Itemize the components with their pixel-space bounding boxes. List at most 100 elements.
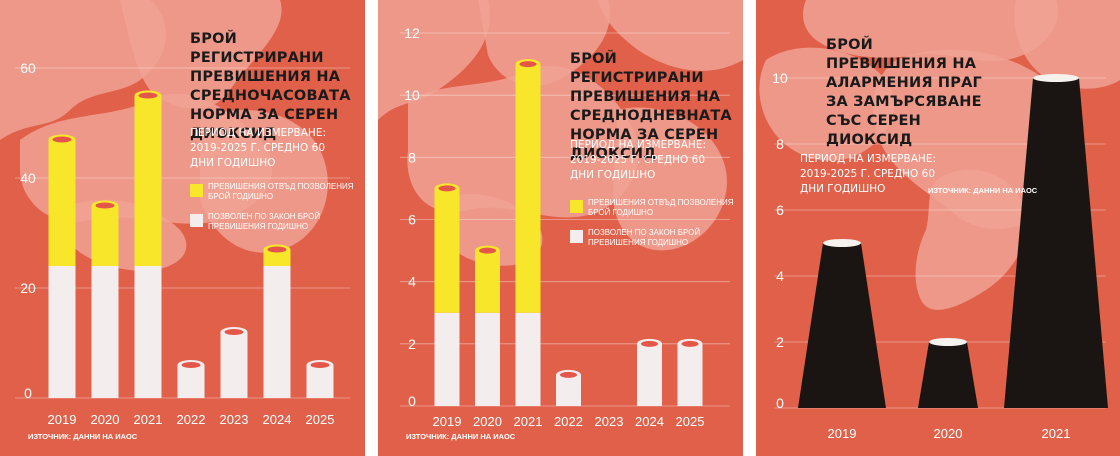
chart-svg-1: 0 20 40 60 2019 2020 2021 2022 2023 2024 2025 (0, 0, 365, 456)
bar-top-opening (267, 246, 287, 253)
chimney-bar (1004, 78, 1108, 408)
y-tick-label: 8 (776, 136, 784, 152)
bar-excess (48, 139, 76, 266)
source-note: ИЗТОЧНИК: ДАННИ НА ИАОС (406, 432, 516, 441)
bar-top-opening (438, 185, 456, 192)
smoke-cloud (0, 0, 167, 140)
bar-top-opening (479, 247, 496, 254)
smoke-cloud (598, 0, 743, 71)
chimney-top-rim (1033, 74, 1079, 82)
x-tick-label: 2020 (473, 414, 502, 429)
bar-allowed (434, 312, 460, 406)
legend-swatch-white (190, 214, 203, 227)
bar-allowed (677, 343, 703, 406)
bar-excess (475, 250, 500, 313)
y-tick-label: 12 (404, 25, 420, 41)
legend-swatch-white (570, 230, 583, 243)
smoke-cloud (200, 110, 328, 253)
chart-title: БРОЙ ПРЕВИШЕНИЯ НА АЛАРМЕНИЯ ПРАГ ЗА ЗАМ… (826, 37, 982, 148)
bar-allowed (91, 266, 119, 398)
y-tick-label: 4 (408, 274, 416, 290)
chart-panel-2: 0 2 4 6 8 10 12 2019 2020 2021 2022 2023 2024 2025 БР… (378, 0, 743, 456)
legend-swatch-yellow (190, 184, 203, 197)
bar-allowed (48, 266, 76, 398)
y-tick-label: 6 (776, 202, 784, 218)
y-tick-label: 10 (772, 70, 788, 86)
measurement-period: ПЕРИОД НА ИЗМЕРВАНЕ: 2019-2025 Г. СРЕДНО… (190, 127, 327, 169)
bar-top-opening (641, 340, 658, 347)
y-tick-label: 40 (20, 170, 36, 186)
bar-top-opening (310, 362, 330, 368)
chart-panel-1: 0 20 40 60 2019 2020 2021 2022 2023 2024 2025 БРОЙ… (0, 0, 365, 456)
bar-excess (134, 95, 162, 266)
smoke-cloud (1014, 0, 1120, 89)
bar-allowed (263, 266, 291, 398)
y-tick-label: 2 (408, 336, 416, 352)
x-tick-label: 2021 (514, 414, 543, 429)
chart-panel-3: 0 2 4 6 8 10 2019 2020 2021 БРОЙ ПРЕВИШЕНИЯ НА А… (756, 0, 1120, 456)
smoke-cloud (378, 0, 490, 120)
bar-top-opening (181, 362, 201, 368)
x-tick-label: 2019 (433, 414, 462, 429)
bar-top-opening (519, 61, 537, 68)
bar-allowed (637, 343, 662, 406)
chart-svg-2: 0 2 4 6 8 10 12 2019 2020 2021 2022 2023 2024 2025 (378, 0, 743, 456)
source-note: ИЗТОЧНИК: ДАННИ НА ИАОС (28, 432, 138, 441)
smoke-cloud (803, 0, 1058, 62)
bar-top-opening (224, 329, 244, 335)
x-tick-label: 2025 (676, 414, 705, 429)
bar-top-opening (52, 136, 72, 143)
x-tick-label: 2025 (306, 412, 335, 427)
chimney-bar (798, 243, 886, 408)
bar-allowed (515, 312, 541, 406)
bar-allowed (177, 365, 205, 398)
bar-excess (91, 205, 119, 266)
smoke-cloud (915, 169, 1027, 310)
x-tick-label: 2022 (177, 412, 206, 427)
bar-top-opening (560, 371, 577, 378)
legend-label: ПРЕВИШЕНИЯ ОТВЪД ПОЗВОЛЕНИЯ БРОЙ ГОДИШНО (208, 182, 354, 201)
bar-allowed (134, 266, 162, 398)
smoke-cloud (478, 0, 610, 86)
bar-excess (434, 188, 460, 313)
measurement-period: ПЕРИОД НА ИЗМЕРВАНЕ: 2019-2025 Г. СРЕДНО… (570, 139, 707, 181)
bar-top-opening (681, 340, 699, 347)
x-tick-label: 2023 (595, 414, 624, 429)
smoke-cloud (120, 0, 282, 109)
y-tick-label: 0 (776, 395, 784, 411)
bar-top-opening (138, 92, 158, 99)
chimney-top-rim (929, 338, 967, 346)
x-tick-label: 2022 (554, 414, 583, 429)
y-tick-label: 8 (408, 149, 416, 165)
x-tick-label: 2021 (134, 412, 163, 427)
measurement-period: ПЕРИОД НА ИЗМЕРВАНЕ: 2019-2025 Г. СРЕДНО… (800, 153, 937, 195)
legend-swatch-yellow (570, 200, 583, 213)
y-tick-label: 10 (404, 87, 420, 103)
bar-allowed (220, 332, 248, 398)
y-tick-label: 6 (408, 212, 416, 228)
source-note: ИЗТОЧНИК: ДАННИ НА ИАОС (928, 186, 1038, 195)
bar-excess (515, 64, 541, 313)
bar-top-opening (95, 202, 115, 209)
x-tick-label: 2023 (220, 412, 249, 427)
smoke-cloud (759, 47, 895, 161)
x-tick-label: 2019 (48, 412, 77, 427)
y-tick-label: 20 (20, 280, 36, 296)
chimney-bar (918, 342, 978, 408)
y-tick-label: 0 (408, 393, 416, 409)
bar-allowed (556, 374, 581, 406)
smoke-cloud (613, 107, 727, 251)
x-tick-label: 2020 (91, 412, 120, 427)
x-tick-label: 2019 (828, 426, 857, 441)
bar-allowed (306, 365, 334, 398)
chimney-top-rim (823, 239, 861, 247)
y-tick-label: 2 (776, 334, 784, 350)
y-tick-label: 60 (20, 60, 36, 76)
legend-label: ПОЗВОЛЕН ПО ЗАКОН БРОЙ ПРЕВИШЕНИЯ ГОДИШН… (208, 212, 321, 231)
x-tick-label: 2024 (635, 414, 664, 429)
chart-title: БРОЙ РЕГИСТРИРАНИ ПРЕВИШЕНИЯ НА СРЕДНОДН… (570, 51, 732, 162)
y-tick-label: 0 (24, 385, 32, 401)
chart-svg-3: 0 2 4 6 8 10 2019 2020 2021 (756, 0, 1120, 456)
chart-title: БРОЙ РЕГИСТРИРАНИ ПРЕВИШЕНИЯ НА СРЕДНОЧА… (190, 31, 351, 142)
y-tick-label: 4 (776, 268, 784, 284)
